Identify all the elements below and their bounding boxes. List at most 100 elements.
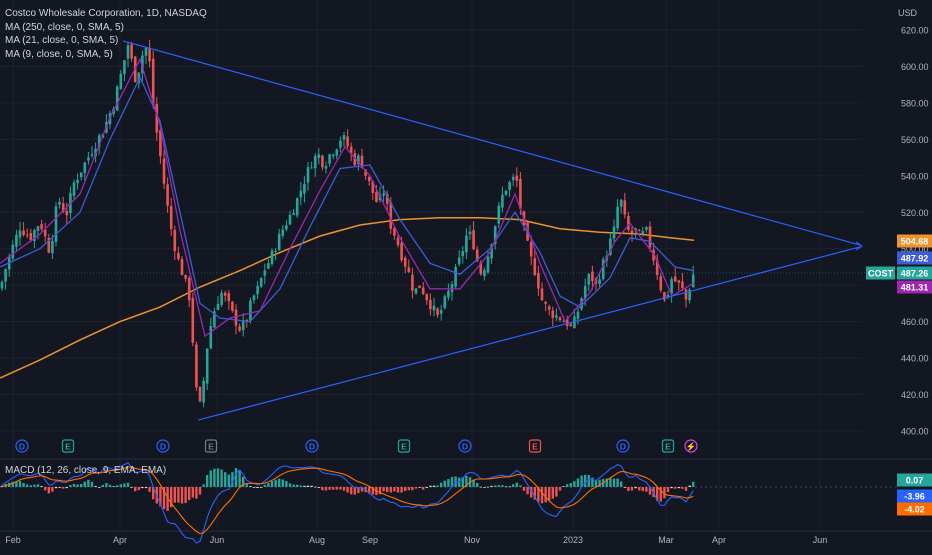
candle (537, 265, 540, 296)
symbol-tag: COST (868, 269, 894, 279)
macd-histogram-bar (72, 483, 76, 487)
candle (51, 234, 54, 260)
candle (371, 180, 375, 201)
event-marker[interactable]: E (528, 439, 542, 453)
macd-histogram-bar (202, 484, 205, 487)
macd-histogram-bar (328, 487, 331, 490)
candle-body (555, 315, 558, 318)
event-marker[interactable]: E (397, 439, 411, 453)
macd-histogram-bar (641, 487, 644, 492)
candle-body (497, 205, 501, 224)
legend-ma21[interactable]: MA (21, close, 0, SMA, 5) (5, 35, 119, 46)
candle-body (303, 183, 306, 194)
macd-histogram-bar (105, 482, 108, 487)
event-marker[interactable]: D (305, 439, 319, 453)
candle (202, 377, 205, 408)
candle-body (472, 230, 475, 250)
event-marker[interactable]: E (204, 439, 218, 453)
price-tag-bg (897, 251, 932, 265)
macd-histogram-bar (292, 484, 295, 487)
trendlines[interactable] (122, 40, 864, 421)
macd-histogram-bar (645, 487, 648, 492)
macd-histogram-bar (458, 477, 461, 487)
macd-histogram-bar (234, 468, 238, 487)
macd-histogram-bar (587, 475, 590, 487)
candle-body (544, 301, 547, 304)
macd-histogram-bar (170, 487, 173, 508)
macd-histogram-bar (371, 487, 374, 495)
macd-histogram-bar (422, 487, 425, 490)
y-tick-label: 600.00 (901, 62, 929, 72)
event-markers[interactable]: D E D E D E D E D E ⚡ (15, 439, 698, 453)
macd-histogram-bar (274, 479, 277, 487)
y-tick-label: 620.00 (901, 26, 929, 36)
event-marker[interactable]: D (458, 439, 472, 453)
event-marker[interactable]: D (616, 439, 630, 453)
candle (184, 274, 187, 283)
candle-body (457, 257, 461, 265)
price-tag-bg (897, 266, 932, 280)
ma21-line (0, 75, 695, 323)
price-axis[interactable]: 400.00420.00440.00460.00480.00500.00520.… (901, 26, 929, 437)
event-marker[interactable]: ⚡ (684, 439, 698, 453)
macd-histogram-bar (623, 487, 626, 488)
macd-histogram-bar (267, 483, 270, 487)
candle (277, 228, 281, 251)
candle-body (97, 135, 101, 147)
time-axis[interactable]: Feb Apr Jun Aug Sep Nov 2023 Mar Apr Jun (5, 535, 827, 545)
legend-ma9[interactable]: MA (9, close, 0, SMA, 5) (5, 48, 113, 60)
macd-histogram-bar (512, 484, 515, 487)
candle (436, 307, 439, 318)
earnings-icon (528, 439, 542, 453)
candle (310, 161, 313, 169)
macd-histogram-bar (634, 487, 637, 489)
candle-body (619, 199, 623, 207)
macd-legend[interactable]: MACD (12, 26, close, 9, EMA, EMA) (5, 465, 167, 476)
macd-value-tag: -4.02 (897, 502, 932, 516)
candle-body (241, 320, 245, 330)
candle (411, 267, 414, 299)
candle-body (310, 167, 313, 169)
macd-histogram-bar (177, 487, 180, 503)
macd-histogram-bar (162, 487, 166, 510)
candle-body (630, 230, 634, 234)
macd-histogram-bar (137, 487, 140, 491)
macd-pane[interactable]: 0.07 -3.96 -4.02 (0, 461, 932, 544)
macd-histogram-bar (285, 480, 288, 487)
macd-tag-value: -4.02 (904, 505, 925, 515)
candle-body (184, 275, 187, 279)
macd-histogram-bar (184, 487, 187, 504)
event-marker[interactable]: D (15, 439, 29, 453)
candle-body (321, 155, 324, 168)
macd-histogram-bar (206, 475, 209, 487)
event-label: E (665, 442, 671, 452)
macd-histogram-bar (58, 487, 61, 488)
legend-ma250[interactable]: MA (250, close, 0, SMA, 5) (5, 21, 124, 33)
event-marker[interactable]: E (61, 439, 75, 453)
event-marker[interactable]: E (661, 439, 675, 453)
macd-histogram-bar (166, 487, 169, 511)
candles[interactable] (0, 39, 695, 408)
macd-histogram-bar (648, 487, 652, 495)
macd-histogram-bar (144, 487, 148, 489)
macd-histogram-bar (580, 475, 583, 487)
macd-histogram-bar (522, 487, 526, 491)
candle (123, 60, 126, 82)
macd-histogram-bar (188, 487, 191, 501)
event-marker[interactable]: D (156, 439, 170, 453)
candle (533, 250, 537, 277)
candle-body (465, 235, 468, 253)
macd-histogram-bar (90, 481, 94, 487)
macd-histogram-bar (432, 485, 436, 487)
macd-histogram-bar (332, 487, 335, 490)
candle-body (385, 194, 389, 204)
candle-body (65, 210, 69, 216)
macd-histogram-bar (76, 484, 79, 487)
price-tag-bg (897, 234, 932, 248)
macd-histogram-bar (666, 487, 670, 493)
macd-histogram-bar (465, 475, 468, 487)
candle-body (663, 292, 666, 300)
macd-histogram-bar (386, 487, 389, 493)
candle-body (634, 228, 637, 231)
